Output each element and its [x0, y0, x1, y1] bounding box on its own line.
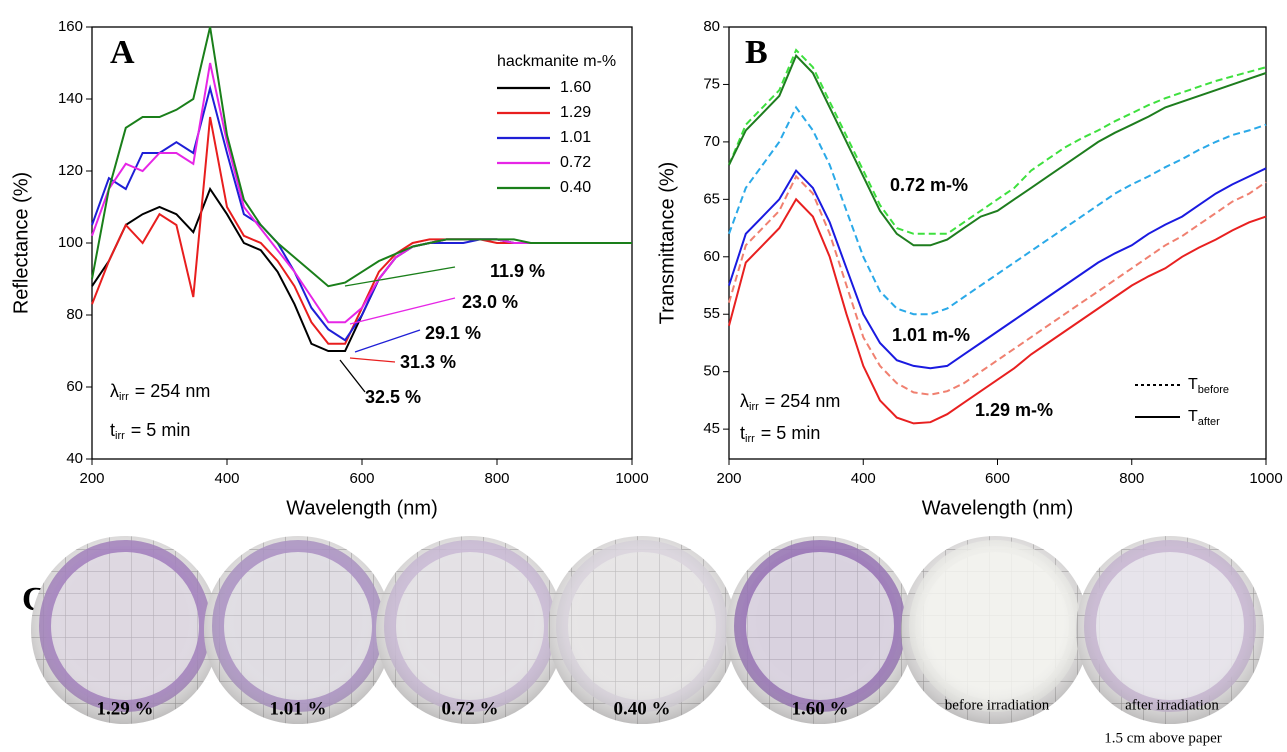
subscript: irr — [119, 391, 129, 403]
y-tick-label: 70 — [703, 133, 720, 150]
text: = 254 nm — [765, 391, 841, 411]
series-line — [728, 48, 1267, 235]
y-tick-label: 50 — [703, 363, 720, 380]
series-line — [728, 105, 1267, 316]
panel-label: B — [745, 34, 768, 71]
series-line — [728, 197, 1267, 425]
photo-label: 0.40 % — [614, 698, 671, 719]
series-line — [91, 186, 632, 352]
x-tick-label: 800 — [484, 470, 509, 487]
photo-label: 1.29 % — [97, 698, 154, 719]
series-line — [91, 116, 632, 345]
subscript: after — [1198, 416, 1220, 428]
annotation: 11.9 % — [490, 261, 545, 281]
leader-line — [339, 359, 366, 393]
legend-label: 0.72 — [560, 154, 591, 171]
symbol: T — [1188, 408, 1198, 425]
legend-label: 0.40 — [560, 179, 591, 196]
subscript: irr — [115, 430, 125, 442]
leader-line — [349, 357, 396, 363]
legend-title: hackmanite m-% — [497, 53, 616, 70]
series-line — [728, 174, 1267, 396]
sub-label: tirr = 5 min — [740, 423, 820, 445]
annotation: 1.01 m-% — [892, 325, 970, 345]
subscript: irr — [749, 401, 759, 413]
y-axis-title: Reflectance (%) — [10, 172, 32, 314]
sub-label: λirr = 254 nm — [740, 391, 840, 413]
photo-shade — [204, 536, 392, 724]
y-tick-label: 45 — [703, 420, 720, 437]
series-line — [91, 26, 632, 288]
y-axis-title: Transmittance (%) — [656, 162, 678, 325]
photo-label: 0.72 % — [442, 698, 499, 719]
photo-shade — [901, 536, 1089, 724]
leader-line — [354, 329, 421, 353]
x-tick-label: 800 — [1119, 470, 1144, 487]
subscript: before — [1198, 384, 1229, 396]
symbol: T — [1188, 376, 1198, 393]
photo-shade — [31, 536, 219, 724]
annotation: 0.72 m-% — [890, 175, 968, 195]
y-tick-label: 80 — [66, 306, 83, 323]
x-tick-label: 400 — [214, 470, 239, 487]
x-tick-label: 200 — [79, 470, 104, 487]
text: = 254 nm — [135, 381, 211, 401]
photo-shade — [376, 536, 564, 724]
photo-label: after irradiation — [1125, 697, 1219, 713]
annotation: 1.29 m-% — [975, 400, 1053, 420]
legend-label: 1.60 — [560, 79, 591, 96]
subscript: irr — [745, 433, 755, 445]
y-tick-label: 60 — [703, 248, 720, 265]
photo-label: before irradiation — [945, 697, 1050, 713]
annotation: 23.0 % — [462, 292, 518, 312]
leader-line — [349, 297, 456, 325]
x-tick-label: 600 — [985, 470, 1010, 487]
y-tick-label: 65 — [703, 190, 720, 207]
annotation: 29.1 % — [425, 323, 481, 343]
leader-line — [344, 266, 456, 287]
y-tick-label: 60 — [66, 378, 83, 395]
sub-label: tirr = 5 min — [110, 420, 190, 442]
series-line — [728, 53, 1267, 247]
photo-label: 1.60 % — [792, 698, 849, 719]
symbol: λ — [740, 391, 749, 411]
y-tick-label: 160 — [58, 18, 83, 35]
x-axis-title: Wavelength (nm) — [286, 497, 438, 519]
annotation: 32.5 % — [365, 387, 421, 407]
legend-label: 1.01 — [560, 129, 591, 146]
photo-shade — [548, 536, 736, 724]
legend-label: 1.29 — [560, 104, 591, 121]
y-tick-label: 55 — [703, 305, 720, 322]
y-tick-label: 75 — [703, 75, 720, 92]
y-tick-label: 120 — [58, 162, 83, 179]
series-line — [728, 167, 1267, 370]
symbol: t — [110, 420, 115, 440]
x-tick-label: 1000 — [615, 470, 648, 487]
photo-note: 1.5 cm above paper — [1104, 730, 1221, 746]
panel-label: A — [110, 34, 135, 71]
x-tick-label: 1000 — [1249, 470, 1282, 487]
x-axis-title: Wavelength (nm) — [922, 497, 1074, 519]
text: = 5 min — [131, 420, 191, 440]
annotation: 31.3 % — [400, 352, 456, 372]
x-tick-label: 400 — [851, 470, 876, 487]
y-tick-label: 140 — [58, 90, 83, 107]
photo-shade — [1076, 536, 1264, 724]
sub-label: Tafter — [1188, 408, 1220, 428]
series-line — [91, 84, 632, 342]
text: = 5 min — [761, 423, 821, 443]
y-tick-label: 40 — [66, 450, 83, 467]
y-tick-label: 80 — [703, 18, 720, 35]
symbol: t — [740, 423, 745, 443]
sub-label: Tbefore — [1188, 376, 1229, 396]
photo-shade — [726, 536, 914, 724]
x-tick-label: 200 — [716, 470, 741, 487]
photo-label: 1.01 % — [270, 698, 327, 719]
y-tick-label: 100 — [58, 234, 83, 251]
x-tick-label: 600 — [349, 470, 374, 487]
symbol: λ — [110, 381, 119, 401]
sub-label: λirr = 254 nm — [110, 381, 210, 403]
